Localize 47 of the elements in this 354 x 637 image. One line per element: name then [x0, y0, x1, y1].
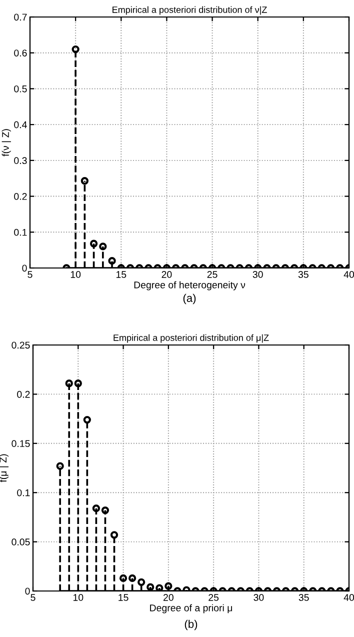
x-axis-title: Degree of a priori μ: [150, 604, 232, 614]
x-tick-label: 25: [208, 594, 219, 601]
point: [80, 177, 89, 185]
x-axis-title: Degree of heterogeneity ν: [134, 281, 246, 290]
y-tick-label: 0: [25, 588, 30, 595]
x-tick-label: 25: [207, 271, 218, 278]
x-tick-label: 20: [162, 271, 172, 278]
y-tick-label: 0.15: [12, 440, 30, 448]
point: [92, 504, 100, 512]
point: [101, 506, 110, 514]
x-tick-label: 30: [254, 594, 264, 601]
y-tick-label: 0.5: [14, 85, 27, 92]
x-tick-label: 5: [30, 594, 36, 601]
x-tick-label: 15: [118, 594, 128, 601]
y-tick-label: 0.1: [17, 489, 30, 496]
point: [74, 380, 82, 388]
y-tick-label: 0.2: [17, 390, 30, 398]
x-tick-label: 10: [73, 594, 84, 601]
y-tick-label: 0.3: [14, 157, 27, 164]
x-tick-label: 5: [28, 271, 32, 278]
y-tick-label: 0.25: [12, 342, 30, 349]
y-tick-label: 0: [22, 264, 27, 272]
x-tick-label: 10: [70, 271, 81, 278]
y-tick-label: 0.4: [14, 121, 27, 128]
y-tick-label: 0.7: [14, 14, 27, 21]
y-tick-label: 0.2: [14, 193, 27, 200]
point: [56, 462, 64, 470]
y-tick-label: 0.6: [14, 50, 27, 56]
chart-title: Empirical a posteriori distribution of μ|Z: [114, 334, 269, 343]
y-tick-label: 0.05: [12, 538, 30, 546]
x-tick-label: 40: [344, 271, 354, 278]
x-tick-label: 35: [298, 271, 308, 278]
y-tick-label: 0.1: [14, 228, 27, 236]
x-tick-label: 35: [298, 594, 309, 601]
y-axis-title: f(ν | Z): [2, 129, 11, 156]
point: [83, 416, 91, 424]
x-tick-label: 15: [116, 271, 126, 278]
point: [65, 380, 73, 388]
chart-title: Empirical a posteriori distribution of ν|Z: [112, 6, 267, 15]
x-tick-label: 20: [164, 594, 174, 601]
text: (b): [184, 620, 198, 630]
point: [110, 531, 118, 539]
point: [156, 584, 164, 591]
x-tick-label: 30: [252, 271, 263, 278]
text: (a): [183, 294, 196, 304]
point: [72, 45, 80, 54]
x-tick-label: 40: [344, 594, 354, 601]
